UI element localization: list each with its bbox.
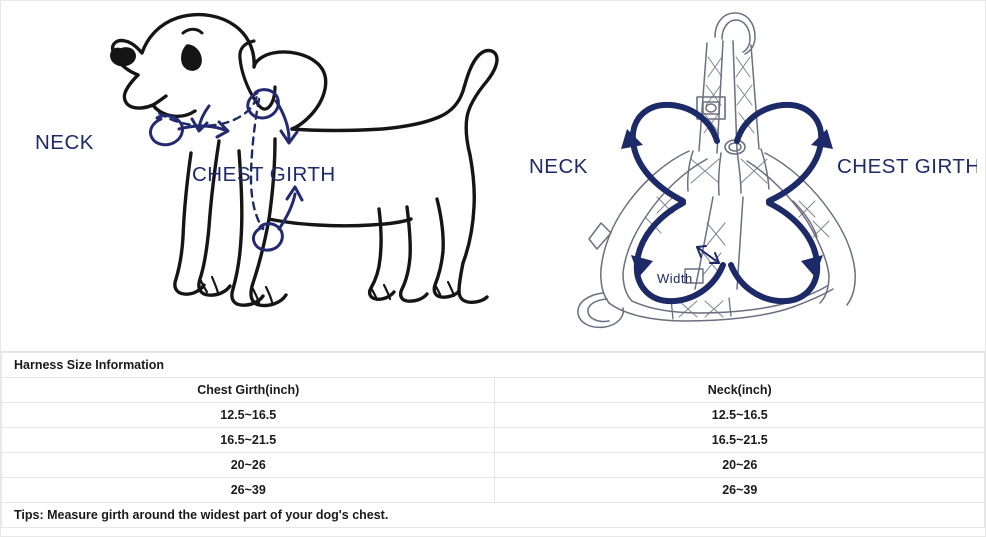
chest-girth-arrow-heads xyxy=(801,129,833,277)
cell-neck-1: 12.5~16.5 xyxy=(494,402,985,428)
cell-neck-2: 16.5~21.5 xyxy=(494,427,985,453)
dog-neck-label: NECK xyxy=(35,131,94,154)
table-tips-row: Tips: Measure girth around the widest pa… xyxy=(1,502,985,528)
chest-girth-loop-arrow xyxy=(728,101,825,305)
cell-chest-girth-3: 20~26 xyxy=(1,452,496,478)
chest-girth-measure-arrow-bottom xyxy=(251,185,304,252)
table-header-row: Chest Girth(inch) Neck(inch) xyxy=(1,377,985,403)
neck-arrow-heads xyxy=(621,129,653,277)
dog-chest-girth-label: CHEST GIRTH xyxy=(192,163,336,186)
table-row: 26~39 26~39 xyxy=(1,477,985,503)
table-tips: Tips: Measure girth around the widest pa… xyxy=(1,502,985,528)
harness-width-label: Width xyxy=(657,271,693,286)
harness-diagram: Width NECK CHEST GIRTH xyxy=(507,1,977,336)
column-header-chest-girth: Chest Girth(inch) xyxy=(1,377,496,403)
column-header-neck: Neck(inch) xyxy=(494,377,985,403)
chest-girth-measure-arrow-top xyxy=(190,88,299,145)
cell-chest-girth-1: 12.5~16.5 xyxy=(1,402,496,428)
table-title-row: Harness Size Information xyxy=(1,352,985,378)
dashed-measure-lines xyxy=(157,93,265,231)
cell-neck-4: 26~39 xyxy=(494,477,985,503)
illustration-band: NECK CHEST GIRTH xyxy=(1,1,985,352)
neck-measure-arrow xyxy=(148,114,230,147)
harness-chest-girth-label: CHEST GIRTH xyxy=(837,155,977,178)
table-row: 12.5~16.5 12.5~16.5 xyxy=(1,402,985,428)
cell-chest-girth-2: 16.5~21.5 xyxy=(1,427,496,453)
dog-outline xyxy=(110,12,499,308)
harness-size-table: Harness Size Information Chest Girth(inc… xyxy=(1,352,985,528)
section-divider xyxy=(1,351,985,352)
width-measure-arrow xyxy=(696,245,720,264)
cell-chest-girth-4: 26~39 xyxy=(1,477,496,503)
harness-strap-artwork xyxy=(577,12,856,329)
harness-neck-label: NECK xyxy=(529,155,588,178)
table-title: Harness Size Information xyxy=(1,352,985,378)
table-row: 16.5~21.5 16.5~21.5 xyxy=(1,427,985,453)
table-row: 20~26 20~26 xyxy=(1,452,985,478)
neck-loop-arrow xyxy=(629,101,726,305)
dog-diagram: NECK CHEST GIRTH xyxy=(7,1,507,336)
cell-neck-3: 20~26 xyxy=(494,452,985,478)
